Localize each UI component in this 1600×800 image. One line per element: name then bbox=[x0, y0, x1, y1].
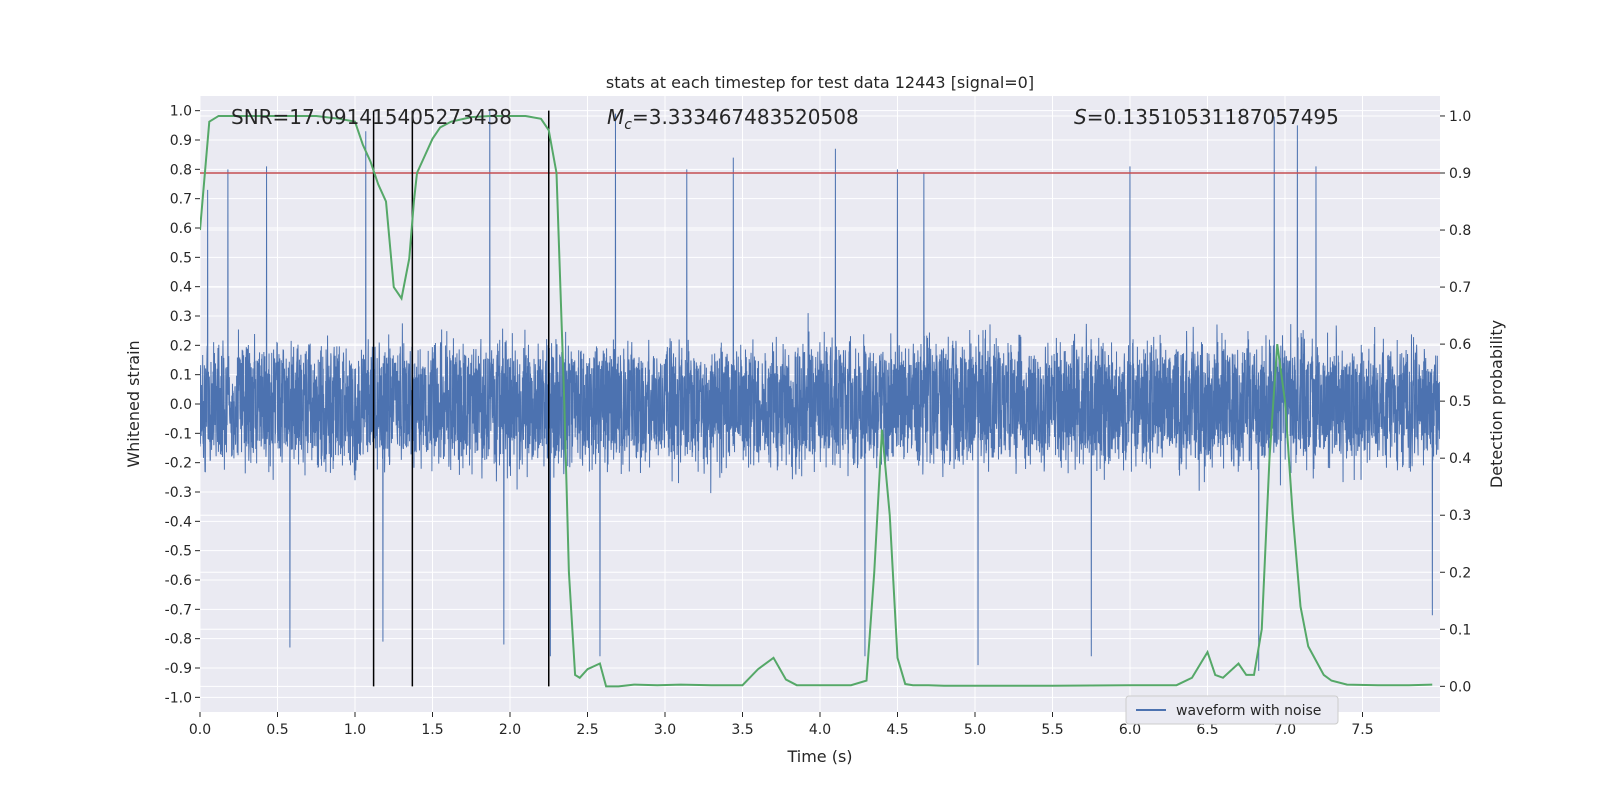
x-tick-label: 6.5 bbox=[1196, 722, 1218, 738]
x-tick-label: 5.5 bbox=[1041, 722, 1063, 738]
s-annotation: S=0.13510531187057495 bbox=[1074, 105, 1339, 129]
s-symbol: S bbox=[1074, 105, 1087, 129]
y-tick-label: -0.2 bbox=[165, 456, 192, 472]
y-tick-label: -0.5 bbox=[165, 544, 192, 560]
axis-ticks: 0.0 0.5 1.0 1.5 2.0 2.5 3.0 3.5 4.0 4.5 5.0 5.5 6.0 6… bbox=[165, 104, 1472, 738]
x-tick-label: 0.5 bbox=[266, 722, 288, 738]
y2-tick-label: 0.2 bbox=[1449, 565, 1471, 581]
y-tick-label: -0.9 bbox=[165, 661, 192, 677]
chirp-mass-symbol: M bbox=[607, 105, 624, 129]
y2-tick-label: 1.0 bbox=[1449, 109, 1471, 125]
y-tick-label: 0.5 bbox=[170, 250, 192, 266]
x-tick-label: 2.5 bbox=[576, 722, 598, 738]
y-tick-label: 0.6 bbox=[170, 221, 192, 237]
y-tick-label: 0.3 bbox=[170, 309, 192, 325]
legend: waveform with noise bbox=[1125, 695, 1339, 725]
y2-tick-label: 0.3 bbox=[1449, 508, 1471, 524]
x-tick-label: 0.0 bbox=[189, 722, 211, 738]
chart-title: stats at each timestep for test data 124… bbox=[606, 73, 1034, 92]
x-tick-label: 4.5 bbox=[886, 722, 908, 738]
y-tick-label: 1.0 bbox=[170, 104, 192, 120]
y-tick-label: -1.0 bbox=[165, 690, 192, 706]
s-value: =0.13510531187057495 bbox=[1087, 105, 1339, 129]
chirp-mass-value: =3.333467483520508 bbox=[632, 105, 859, 129]
y-tick-label: -0.7 bbox=[165, 602, 192, 618]
y-tick-label: -0.3 bbox=[165, 485, 192, 501]
x-tick-label: 1.0 bbox=[344, 722, 366, 738]
y-tick-label: 0.4 bbox=[170, 280, 192, 296]
x-tick-label: 2.0 bbox=[499, 722, 521, 738]
chirp-mass-annotation: Mc=3.333467483520508 bbox=[607, 105, 859, 133]
x-tick-label: 3.5 bbox=[731, 722, 753, 738]
y-tick-label: -0.6 bbox=[165, 573, 192, 589]
y-tick-label: 0.8 bbox=[170, 162, 192, 178]
y-tick-label: 0.2 bbox=[170, 338, 192, 354]
chirp-mass-subscript: c bbox=[624, 117, 632, 133]
legend-box bbox=[1125, 695, 1339, 725]
y-tick-label: -0.1 bbox=[165, 426, 192, 442]
series-line-detection-probability bbox=[200, 114, 1433, 688]
x-axis-label: Time (s) bbox=[786, 747, 852, 766]
waveform-series bbox=[200, 110, 1440, 671]
y-tick-label: 0.1 bbox=[170, 368, 192, 384]
x-tick-label: 6.0 bbox=[1119, 722, 1141, 738]
x-tick-label: 5.0 bbox=[964, 722, 986, 738]
y2-tick-label: 0.4 bbox=[1449, 451, 1471, 467]
y2-tick-label: 0.6 bbox=[1449, 337, 1471, 353]
x-tick-label: 7.5 bbox=[1351, 722, 1373, 738]
y-tick-label: 0.0 bbox=[170, 397, 192, 413]
y2-tick-label: 0.7 bbox=[1449, 280, 1471, 296]
detection-probability-series bbox=[200, 114, 1433, 688]
y2-tick-label: 0.0 bbox=[1449, 679, 1471, 695]
y2-tick-label: 0.9 bbox=[1449, 166, 1471, 182]
y2-axis-label: Detection probability bbox=[1487, 320, 1506, 488]
y2-tick-label: 0.8 bbox=[1449, 223, 1471, 239]
y-axis-label: Whitened strain bbox=[124, 340, 143, 467]
x-tick-label: 3.0 bbox=[654, 722, 676, 738]
overlay-lines bbox=[200, 110, 1440, 687]
legend-label-waveform: waveform with noise bbox=[1176, 703, 1321, 719]
y2-tick-label: 0.5 bbox=[1449, 394, 1471, 410]
series-line-waveform bbox=[200, 110, 1440, 671]
x-tick-label: 4.0 bbox=[809, 722, 831, 738]
y-tick-label: 0.7 bbox=[170, 192, 192, 208]
snr-annotation: SNR=17.091415405273438 bbox=[231, 105, 512, 129]
y-tick-label: -0.4 bbox=[165, 514, 192, 530]
y-tick-label: -0.8 bbox=[165, 632, 192, 648]
y2-tick-label: 0.1 bbox=[1449, 622, 1471, 638]
y-tick-label: 0.9 bbox=[170, 133, 192, 149]
x-tick-label: 7.0 bbox=[1274, 722, 1296, 738]
x-tick-label: 1.5 bbox=[421, 722, 443, 738]
